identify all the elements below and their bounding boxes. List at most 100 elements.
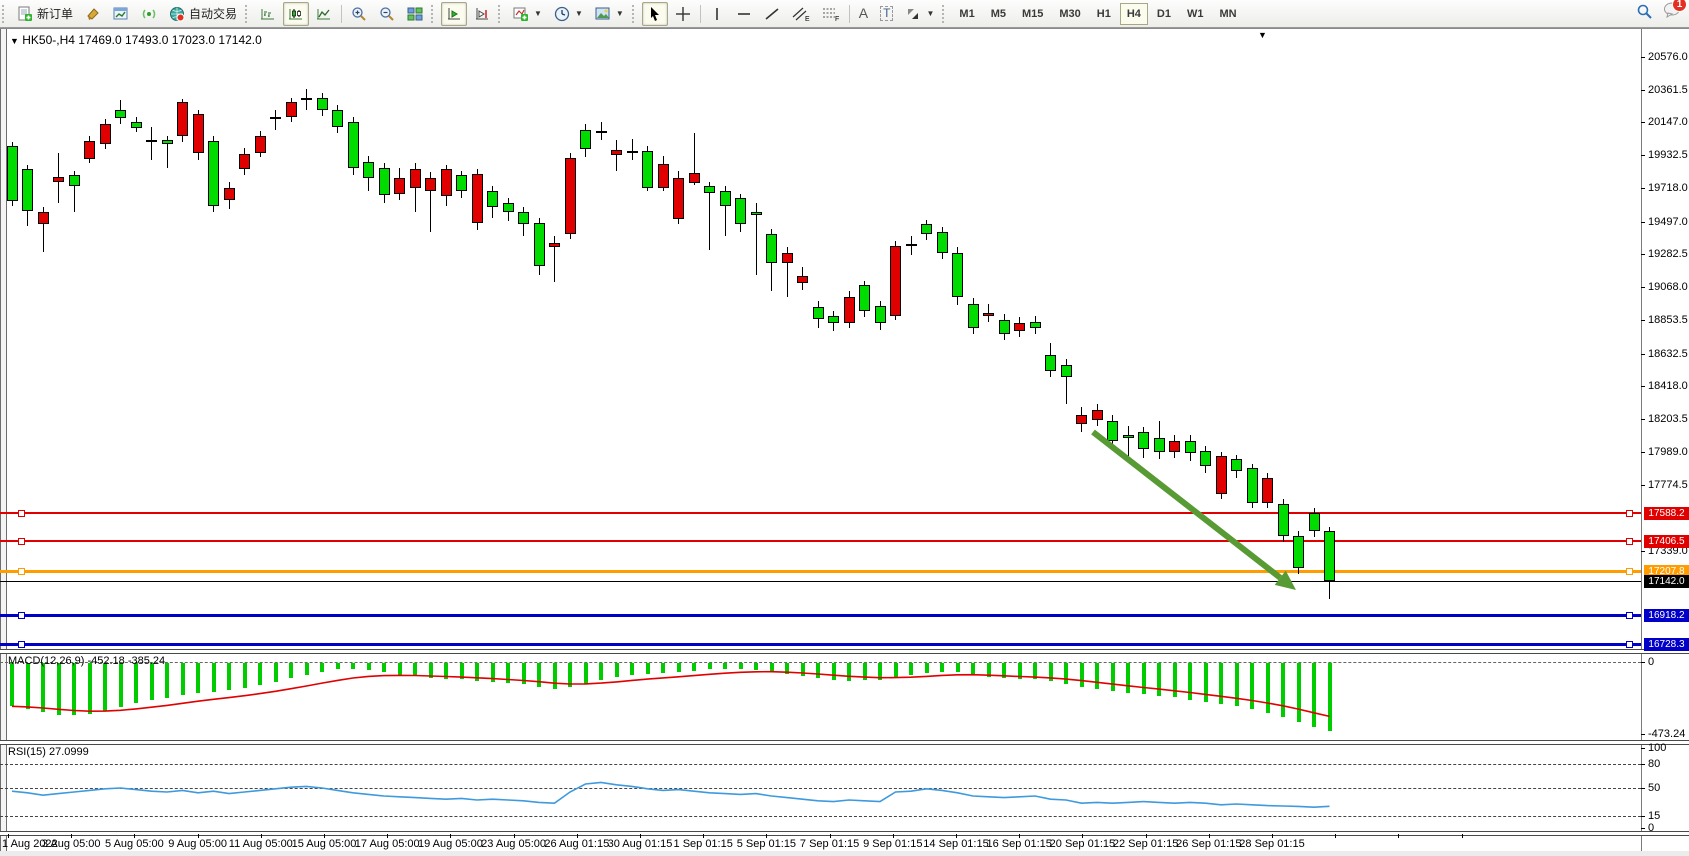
candle-body[interactable] — [1200, 451, 1211, 466]
candle-body[interactable] — [1262, 478, 1273, 504]
toolbar-grip[interactable] — [431, 4, 438, 23]
candle-body[interactable] — [1122, 434, 1134, 438]
candle-body[interactable] — [859, 284, 870, 311]
candle-body[interactable] — [1107, 421, 1118, 441]
candle-body[interactable] — [549, 242, 560, 248]
candle-body[interactable] — [99, 123, 111, 144]
text-button[interactable]: A — [854, 2, 873, 26]
toolbar-grip[interactable] — [245, 4, 252, 23]
candle-body[interactable] — [750, 212, 762, 216]
candle-body[interactable] — [890, 246, 901, 316]
candle-body[interactable] — [642, 151, 653, 188]
line-handle[interactable] — [1626, 612, 1633, 619]
zoom-out-button[interactable] — [374, 2, 400, 26]
trendline-button[interactable] — [759, 2, 785, 26]
candle-body[interactable] — [84, 141, 95, 160]
line-handle[interactable] — [1626, 538, 1633, 545]
candle-body[interactable] — [254, 135, 266, 153]
zoom-in-button[interactable] — [346, 2, 372, 26]
search-icon[interactable] — [1636, 3, 1653, 20]
candle-body[interactable] — [1060, 364, 1072, 377]
candle-body[interactable] — [1091, 410, 1103, 420]
candle-body[interactable] — [967, 303, 979, 328]
auto-trading-button[interactable]: 自动交易 — [164, 2, 242, 26]
collapse-triangle-icon[interactable]: ▼ — [10, 36, 19, 46]
auto-scroll-button[interactable] — [441, 1, 468, 26]
timeframe-m5-button[interactable]: M5 — [990, 7, 1006, 20]
candle-body[interactable] — [1138, 431, 1149, 449]
candle-body[interactable] — [1246, 468, 1258, 504]
candle-body[interactable] — [952, 253, 963, 298]
templates-button[interactable]: ▼ — [590, 2, 629, 26]
candle-body[interactable] — [673, 178, 684, 220]
candle-body[interactable] — [6, 145, 18, 202]
candle-body[interactable] — [843, 297, 855, 323]
candle-body[interactable] — [161, 140, 173, 144]
candle-body[interactable] — [53, 176, 64, 182]
candle-body[interactable] — [363, 161, 374, 179]
candle-body[interactable] — [1277, 504, 1289, 536]
candle-body[interactable] — [456, 175, 467, 191]
candle-body[interactable] — [130, 122, 142, 128]
candle-body[interactable] — [533, 223, 545, 267]
line-chart-button[interactable] — [311, 2, 337, 26]
candle-body[interactable] — [332, 109, 343, 127]
tile-windows-button[interactable] — [402, 2, 428, 26]
candle-body[interactable] — [409, 169, 421, 188]
timeframe-h4-button[interactable]: H4 — [1119, 2, 1148, 25]
candle-body[interactable] — [781, 252, 793, 263]
line-handle[interactable] — [1626, 641, 1633, 648]
bar-chart-button[interactable] — [255, 2, 281, 26]
candle-body[interactable] — [1045, 355, 1056, 371]
level-line-16728.3[interactable] — [0, 643, 1641, 646]
candle-body[interactable] — [1153, 437, 1165, 452]
candle-body[interactable] — [1215, 456, 1227, 495]
candle-body[interactable] — [766, 234, 777, 263]
fibonacci-button[interactable]: F — [817, 2, 845, 26]
candle-body[interactable] — [1308, 513, 1320, 532]
panel-separator[interactable] — [0, 831, 1689, 836]
candle-body[interactable] — [797, 275, 808, 283]
candle-body[interactable] — [626, 151, 638, 154]
level-line-17588.2[interactable] — [0, 512, 1641, 514]
timeframe-m15-button[interactable]: M15 — [1021, 7, 1044, 20]
panel-separator[interactable] — [0, 649, 1689, 654]
candle-body[interactable] — [301, 97, 312, 100]
candle-body[interactable] — [688, 172, 700, 184]
line-handle[interactable] — [18, 538, 25, 545]
vertical-line-button[interactable] — [705, 2, 729, 26]
candle-body[interactable] — [812, 306, 824, 319]
candle-body[interactable] — [115, 109, 126, 119]
candle-body[interactable] — [921, 223, 932, 234]
candle-body[interactable] — [1324, 531, 1335, 582]
candle-body[interactable] — [719, 190, 731, 206]
level-line-17207.8[interactable] — [0, 570, 1641, 573]
candle-body[interactable] — [905, 244, 917, 247]
candle-body[interactable] — [518, 212, 529, 225]
candle-body[interactable] — [564, 158, 576, 234]
candle-body[interactable] — [487, 190, 498, 208]
equidistant-channel-button[interactable]: E — [787, 2, 815, 26]
candle-body[interactable] — [502, 202, 514, 213]
level-line-17406.5[interactable] — [0, 540, 1641, 542]
candle-body[interactable] — [440, 169, 452, 196]
styler-button[interactable] — [80, 2, 106, 26]
line-handle[interactable] — [18, 568, 25, 575]
new-order-button[interactable]: 新订单 — [12, 2, 78, 26]
toolbar-grip[interactable] — [2, 4, 9, 23]
candle-body[interactable] — [347, 122, 359, 168]
shapes-button[interactable]: ▼ — [900, 2, 939, 26]
candle-body[interactable] — [394, 178, 405, 194]
candle-body[interactable] — [1231, 459, 1242, 471]
candle-body[interactable] — [223, 187, 235, 200]
candle-body[interactable] — [874, 306, 886, 323]
candle-body[interactable] — [657, 163, 669, 188]
candle-body[interactable] — [1293, 536, 1304, 569]
horizontal-line-button[interactable] — [731, 2, 757, 26]
candle-body[interactable] — [1076, 415, 1087, 425]
candle-body[interactable] — [68, 175, 80, 187]
candle-body[interactable] — [177, 102, 188, 136]
chat-button[interactable]: 1 — [1663, 0, 1687, 21]
candle-body[interactable] — [192, 114, 204, 153]
candle-body[interactable] — [270, 117, 281, 120]
